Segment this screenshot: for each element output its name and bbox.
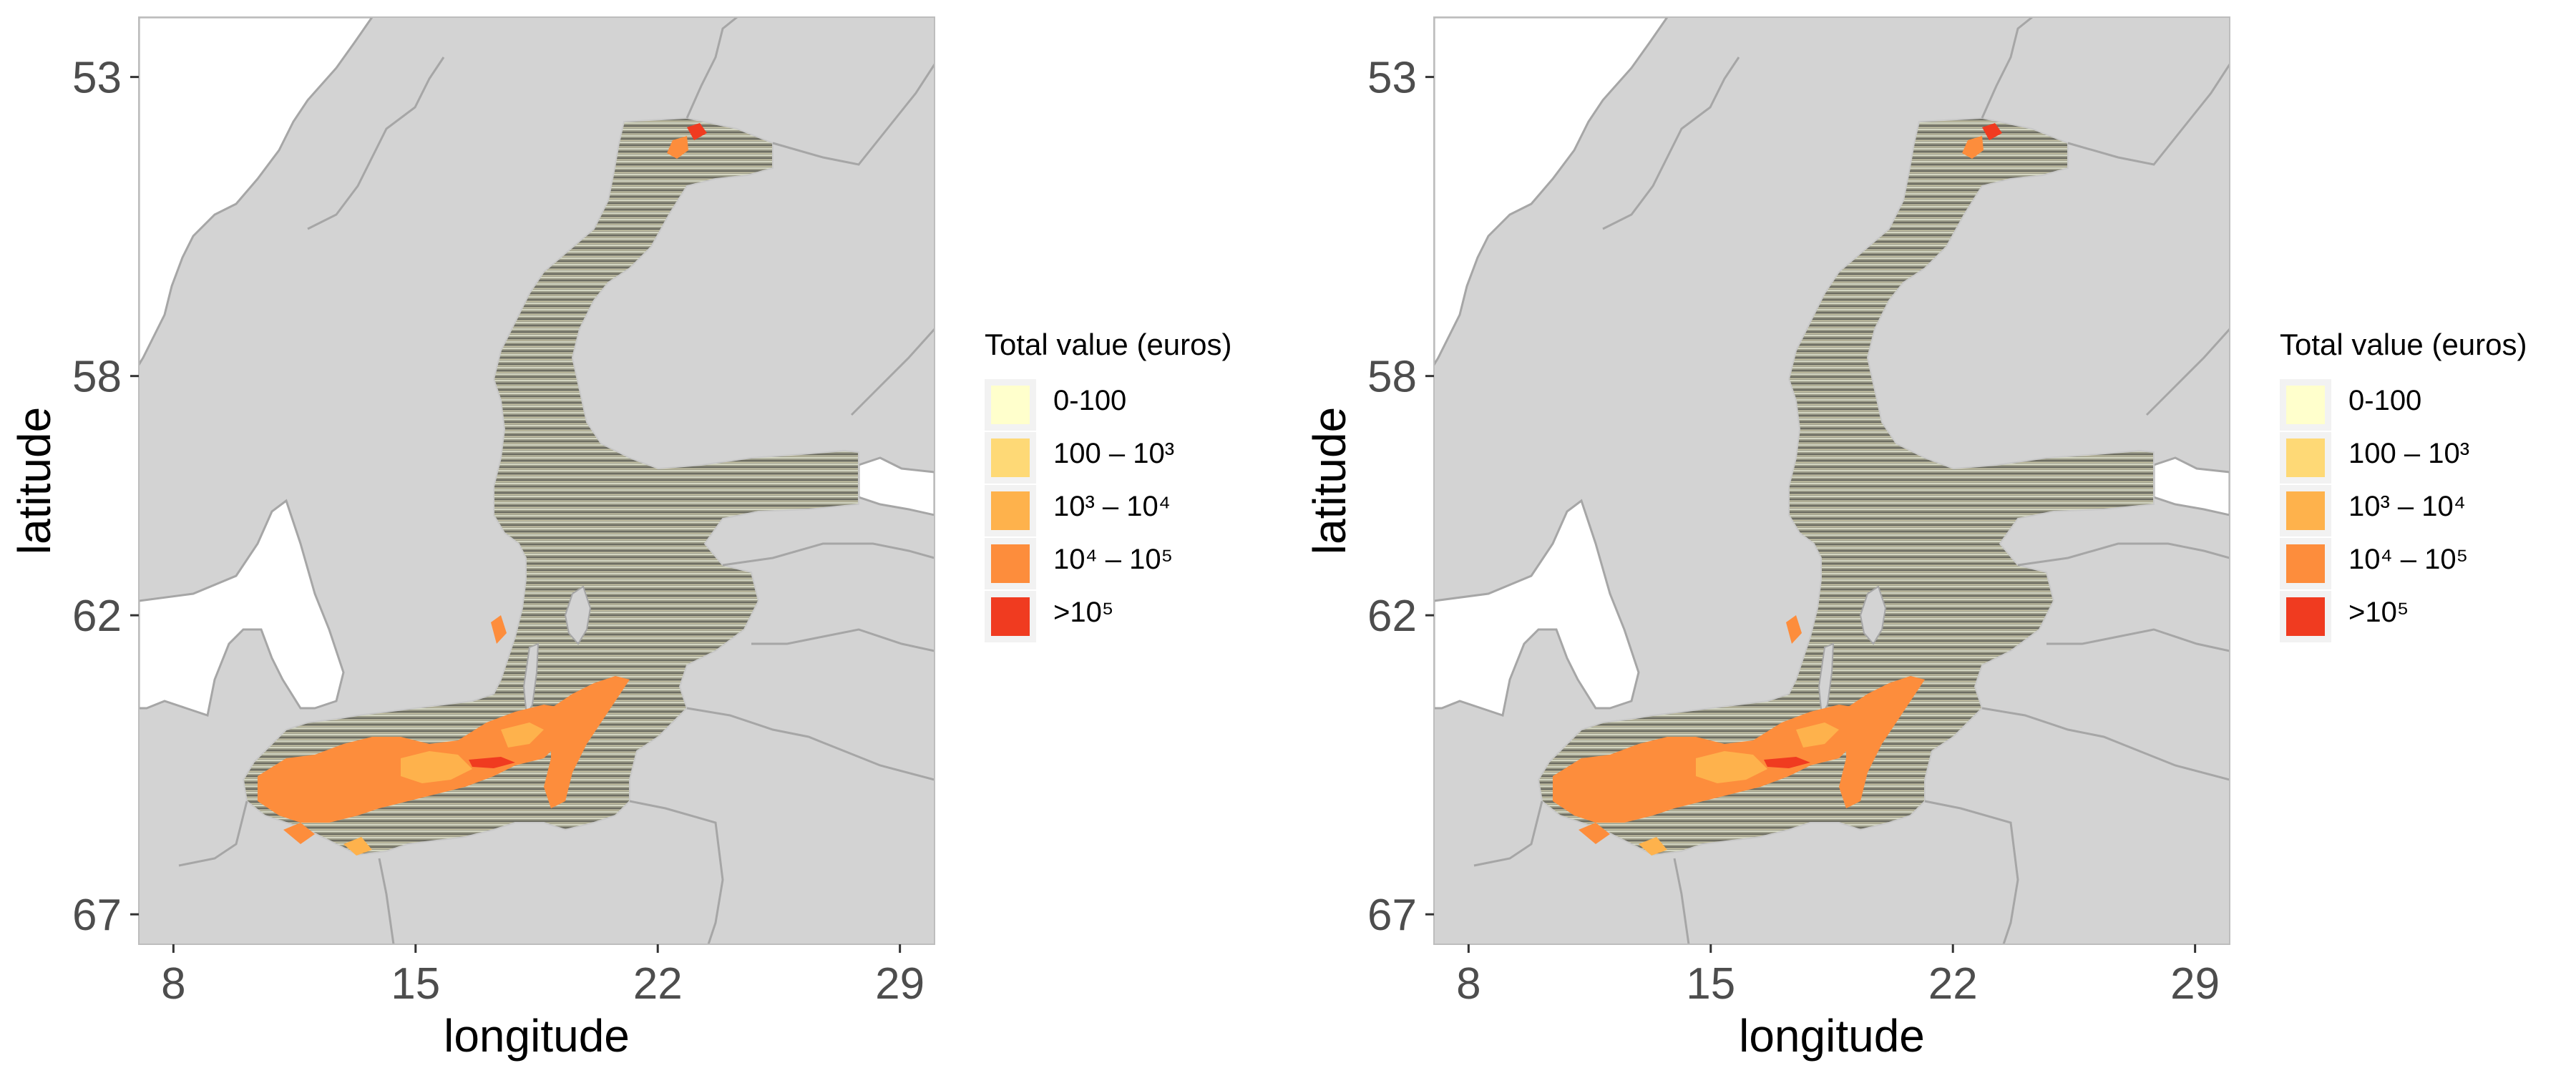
legend-item: 10³ – 10⁴ [2280, 479, 2576, 536]
legend-item: 0-100 [985, 373, 1285, 431]
legend-swatch [985, 432, 1036, 484]
axis-ticks [130, 76, 902, 953]
kattegat-water [1434, 499, 1640, 717]
legend-item: 100 – 10³ [2280, 426, 2576, 484]
x-tick-label: 22 [1928, 959, 1978, 1009]
map-plot: 8 15 22 29 67 62 58 53 longitude latitude [1304, 16, 2230, 1062]
legend-swatch [2280, 485, 2331, 536]
legend-label: >10⁵ [2348, 597, 2409, 628]
legend-swatch [985, 591, 1036, 642]
y-tick-label: 58 [1367, 353, 1417, 402]
legend-item: 10⁴ – 10⁵ [2280, 532, 2576, 589]
x-axis-title: longitude [1739, 1010, 1925, 1062]
x-tick-label: 15 [391, 959, 440, 1009]
x-tick-label: 29 [2170, 959, 2220, 1009]
legend-items: 0-100 100 – 10³ 10³ – 10⁴ 10⁴ – 10⁵ >10⁵ [2280, 373, 2576, 642]
x-tick-label: 22 [633, 959, 683, 1009]
map-plot: 8 15 22 29 67 62 58 53 longitude latitude [9, 16, 935, 1062]
x-tick-label: 15 [1686, 959, 1735, 1009]
oland-island [1818, 642, 1835, 718]
legend-label: >10⁵ [1053, 597, 1114, 628]
legend-swatch [985, 538, 1036, 589]
legend-swatch [2280, 591, 2331, 642]
legend-swatch [2280, 538, 2331, 589]
legend-label: 100 – 10³ [1053, 438, 1175, 469]
axis-tick-labels: 8 15 22 29 67 62 58 53 [1367, 54, 2220, 1009]
legend-title: Total value (euros) [985, 328, 1232, 361]
y-axis-title: latitude [1304, 407, 1355, 554]
y-axis-title: latitude [9, 407, 60, 554]
legend-swatch [985, 485, 1036, 536]
y-tick-label: 62 [1367, 592, 1417, 641]
map-panel-right: 8 15 22 29 67 62 58 53 longitude latitude Total… [1295, 0, 2576, 1073]
gulf-finland-tip-water [857, 456, 935, 516]
legend-label: 10³ – 10⁴ [1053, 491, 1171, 522]
gulf-finland-tip-water [2152, 456, 2230, 516]
legend-label: 0-100 [2348, 385, 2422, 416]
legend-label: 0-100 [1053, 385, 1127, 416]
country-borders [178, 17, 935, 944]
legend-item: 10⁴ – 10⁵ [985, 532, 1285, 589]
oland-island [522, 642, 540, 718]
x-tick-label: 8 [161, 959, 185, 1009]
legend-swatch [2280, 379, 2331, 431]
gotland-island [1859, 585, 1887, 645]
legend-label: 10³ – 10⁴ [2348, 491, 2466, 522]
legend-item: 10³ – 10⁴ [985, 479, 1285, 536]
north-sea-water [139, 17, 374, 367]
axis-ticks [1425, 76, 2197, 953]
map-panel-left: 8 15 22 29 67 62 58 53 longitude latitude Total… [9, 16, 1285, 1062]
legend-title: Total value (euros) [2280, 328, 2527, 361]
plot-frame [138, 16, 935, 945]
legend-label: 10⁴ – 10⁵ [2348, 544, 2469, 575]
fishing-value-patches [258, 123, 707, 856]
axis-tick-labels: 8 15 22 29 67 62 58 53 [72, 54, 924, 1009]
legend-items: 0-100 100 – 10³ 10³ – 10⁴ 10⁴ – 10⁵ >10⁵ [985, 373, 1285, 642]
legend-label: 100 – 10³ [2348, 438, 2470, 469]
gotland-island [564, 585, 592, 645]
legend-label: 10⁴ – 10⁵ [1053, 544, 1174, 575]
y-tick-label: 58 [72, 353, 122, 402]
kattegat-water [139, 499, 345, 717]
baltic-sea-grid [1537, 117, 2155, 856]
y-tick-label: 53 [1367, 54, 1417, 103]
legend-item: 0-100 [2280, 373, 2576, 431]
baltic-sea-grid [242, 117, 859, 856]
country-borders [1473, 17, 2230, 944]
y-tick-label: 62 [72, 592, 122, 641]
x-axis-title: longitude [444, 1010, 630, 1062]
north-sea-water [1434, 17, 1669, 367]
y-tick-label: 53 [72, 54, 122, 103]
legend-swatch [2280, 432, 2331, 484]
legend-swatch [985, 379, 1036, 431]
legend: Total value (euros) 0-100 100 – 10³ 10³ – … [985, 328, 1285, 642]
plot-frame [1433, 16, 2230, 945]
fishing-value-patches [1553, 123, 2002, 856]
legend-item: 100 – 10³ [985, 426, 1285, 484]
x-tick-label: 8 [1456, 959, 1480, 1009]
legend-item: >10⁵ [2280, 585, 2576, 642]
legend: Total value (euros) 0-100 100 – 10³ 10³ – … [2280, 328, 2576, 642]
legend-item: >10⁵ [985, 585, 1285, 642]
y-tick-label: 67 [1367, 891, 1417, 940]
y-tick-label: 67 [72, 891, 122, 940]
x-tick-label: 29 [875, 959, 924, 1009]
